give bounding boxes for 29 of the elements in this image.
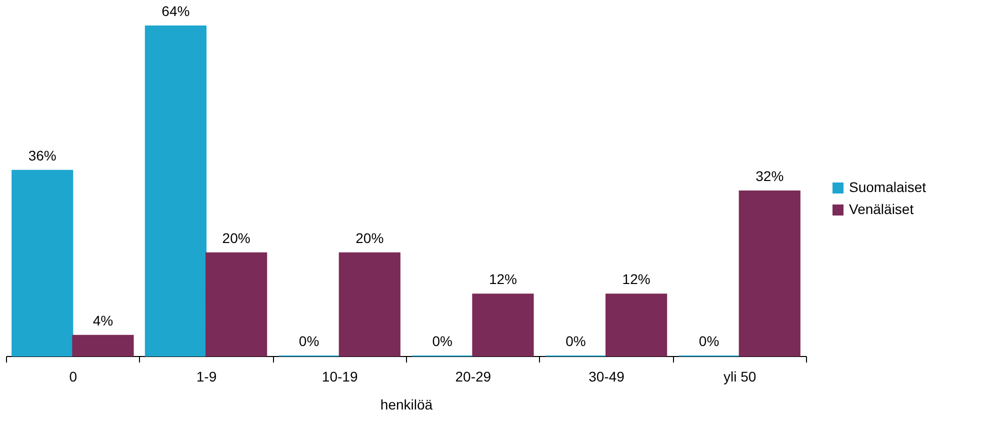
data-label: 0% — [298, 333, 320, 349]
x-tick-label: 10-19 — [322, 368, 358, 384]
data-label: 12% — [488, 271, 517, 288]
x-tick-label: 30-49 — [588, 368, 625, 384]
bar — [144, 26, 206, 356]
bar — [72, 334, 134, 356]
data-label: 20% — [356, 230, 384, 246]
data-label: 0% — [698, 333, 720, 349]
data-label: 0% — [432, 333, 452, 349]
bar — [606, 294, 668, 356]
x-tick-label: 0 — [69, 368, 78, 384]
data-label: 64% — [162, 3, 190, 19]
legend-label: Suomalaiset — [849, 179, 926, 195]
data-label: 20% — [222, 230, 250, 246]
bar — [12, 170, 74, 356]
bar — [338, 252, 400, 356]
data-label: 0% — [566, 333, 586, 349]
x-axis-title: henkilöä — [380, 396, 433, 412]
x-tick-label: yli 50 — [723, 368, 756, 384]
x-tick-label: 1-9 — [196, 368, 217, 384]
bar — [738, 190, 800, 356]
data-label: 12% — [622, 271, 650, 288]
data-label: 32% — [756, 168, 784, 184]
data-label: 36% — [28, 147, 56, 164]
x-tick-label: 20-29 — [455, 368, 492, 384]
bar — [472, 294, 534, 356]
bar — [206, 252, 268, 356]
data-label: 4% — [92, 312, 114, 328]
legend-label: Venäläiset — [849, 201, 914, 217]
